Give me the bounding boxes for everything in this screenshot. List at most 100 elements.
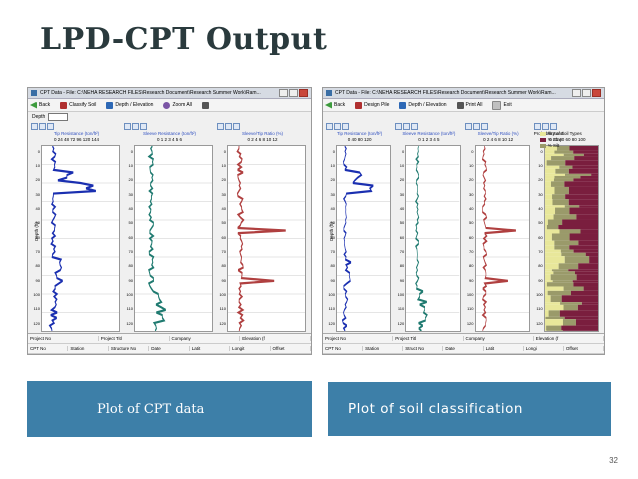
footer-field[interactable]: Elevation (f bbox=[240, 336, 311, 341]
back-arrow-icon bbox=[30, 101, 37, 109]
clay-band bbox=[580, 229, 598, 234]
footer-field[interactable]: Project No bbox=[28, 336, 99, 341]
close-button[interactable] bbox=[592, 89, 601, 97]
footer-field[interactable]: Structure No bbox=[109, 346, 150, 351]
ratio-trace bbox=[236, 146, 286, 331]
sand-band bbox=[544, 224, 547, 230]
zoom-in-icon[interactable] bbox=[31, 122, 38, 130]
panel-title: Tip Resistance (ton/ft²) bbox=[336, 131, 383, 136]
sand-band bbox=[544, 245, 555, 250]
footer-field[interactable]: Latit bbox=[484, 346, 524, 351]
cpt-data-window: CPT Data - File: C:\NEHA RESEARCH FILES\… bbox=[27, 87, 312, 355]
design-pile-button[interactable]: Design Pile bbox=[355, 101, 389, 109]
footer-field[interactable]: Longit bbox=[230, 346, 271, 351]
footer-field[interactable]: Company bbox=[464, 336, 534, 341]
depth-select[interactable] bbox=[48, 113, 69, 121]
panel-x-ticks: 0 1 2 3 4 5 bbox=[418, 137, 440, 142]
footer-field[interactable]: Project Titl bbox=[393, 336, 464, 341]
zoom-in-icon[interactable] bbox=[217, 122, 224, 130]
print-button[interactable] bbox=[201, 101, 211, 109]
minimize-button[interactable] bbox=[572, 89, 581, 97]
zoom-out-icon[interactable] bbox=[472, 122, 480, 130]
depth-tick: 30 bbox=[35, 191, 40, 197]
zoom-out-icon[interactable] bbox=[132, 122, 139, 130]
panel-tools bbox=[395, 122, 462, 130]
print-all-button[interactable]: Print All bbox=[456, 101, 482, 109]
footer-field[interactable]: Struct No bbox=[403, 346, 444, 351]
back-button[interactable]: Back bbox=[325, 101, 345, 109]
clay-band bbox=[568, 269, 598, 272]
footer-field[interactable]: CPT No bbox=[28, 346, 69, 351]
zoom-in-icon[interactable] bbox=[395, 122, 403, 130]
zoom-in-icon[interactable] bbox=[533, 122, 541, 130]
sand-band bbox=[544, 310, 549, 317]
silt-band bbox=[547, 219, 562, 225]
exit-button[interactable]: Exit bbox=[492, 100, 512, 110]
depth-tick: 40 bbox=[128, 206, 133, 212]
footer-field[interactable]: Offset bbox=[564, 346, 604, 351]
depth-tick: 110 bbox=[328, 306, 335, 312]
pan-icon[interactable] bbox=[140, 122, 147, 130]
sand-band bbox=[544, 168, 556, 174]
depth-tick: 30 bbox=[330, 191, 335, 197]
maximize-button[interactable] bbox=[582, 89, 591, 97]
depth-tick: 70 bbox=[221, 249, 226, 255]
footer-field[interactable]: Elevation (f bbox=[534, 336, 604, 341]
pan-icon[interactable] bbox=[233, 122, 240, 130]
sand-band bbox=[544, 181, 551, 187]
depth-tick: 0 bbox=[471, 148, 474, 154]
pan-icon[interactable] bbox=[411, 122, 419, 130]
footer-field[interactable]: Offset bbox=[271, 346, 311, 351]
zoom-out-icon[interactable] bbox=[225, 122, 232, 130]
footer-field[interactable]: Station bbox=[363, 346, 404, 351]
depth-tick: 110 bbox=[33, 306, 40, 312]
zoom-in-icon[interactable] bbox=[464, 122, 472, 130]
footer-field[interactable]: CPT No bbox=[323, 346, 364, 351]
silt-band bbox=[554, 207, 570, 215]
zoom-out-icon[interactable] bbox=[39, 122, 46, 130]
clay-band bbox=[564, 316, 598, 320]
depth-elevation-button[interactable]: Depth / Elevation bbox=[106, 101, 153, 109]
zoom-in-icon[interactable] bbox=[124, 122, 131, 130]
depth-tick: 50 bbox=[330, 220, 335, 226]
zoom-out-icon[interactable] bbox=[334, 122, 341, 130]
zoom-in-icon[interactable] bbox=[326, 122, 333, 130]
depth-tick: 60 bbox=[330, 234, 335, 240]
close-button[interactable] bbox=[299, 89, 308, 97]
depth-axis: 0 10 20 30 40 50 60 70 80 90 100 110 120 bbox=[465, 145, 475, 332]
clay-band bbox=[583, 153, 598, 157]
pan-icon[interactable] bbox=[480, 122, 488, 130]
clay-band bbox=[570, 290, 598, 296]
pan-icon[interactable] bbox=[47, 122, 54, 130]
zoom-out-icon[interactable] bbox=[403, 122, 411, 130]
sand-band bbox=[544, 302, 560, 305]
footer-field[interactable]: Project Titl bbox=[99, 336, 170, 341]
panel-x-ticks: 0 24 48 72 96 120 144 bbox=[53, 137, 100, 142]
sand-band bbox=[544, 274, 551, 281]
clay-band bbox=[561, 295, 598, 303]
footer-field[interactable]: Project No bbox=[323, 336, 394, 341]
depth-elevation-button[interactable]: Depth / Elevation bbox=[399, 101, 447, 109]
footer-field[interactable]: Date bbox=[149, 346, 190, 351]
pan-icon[interactable] bbox=[342, 122, 349, 130]
footer-field[interactable]: Company bbox=[170, 336, 241, 341]
pan-icon[interactable] bbox=[549, 122, 557, 130]
back-button[interactable]: Back bbox=[30, 101, 50, 109]
plot-panel: Sleeve/Tip Ratio (%) 0 2 4 6 8 10 12 0 10 20… bbox=[464, 122, 532, 332]
depth-tick: 80 bbox=[221, 263, 226, 269]
footer-field[interactable]: Date bbox=[443, 346, 484, 351]
legend-swatch bbox=[539, 143, 546, 148]
classify-soil-button[interactable]: Classify Soil bbox=[60, 101, 96, 109]
footer-field[interactable]: Longi bbox=[524, 346, 564, 351]
clay-band bbox=[581, 302, 598, 305]
clay-band bbox=[569, 207, 598, 215]
panel-x-ticks: 0 40 80 120 bbox=[347, 137, 372, 142]
footer-field[interactable]: Station bbox=[68, 346, 109, 351]
maximize-button[interactable] bbox=[289, 89, 298, 97]
clay-band bbox=[568, 245, 598, 250]
minimize-button[interactable] bbox=[279, 89, 288, 97]
zoom-out-icon[interactable] bbox=[541, 122, 549, 130]
silt-band bbox=[547, 290, 571, 296]
zoom-all-button[interactable]: Zoom All bbox=[163, 101, 192, 109]
footer-field[interactable]: Latit bbox=[190, 346, 231, 351]
